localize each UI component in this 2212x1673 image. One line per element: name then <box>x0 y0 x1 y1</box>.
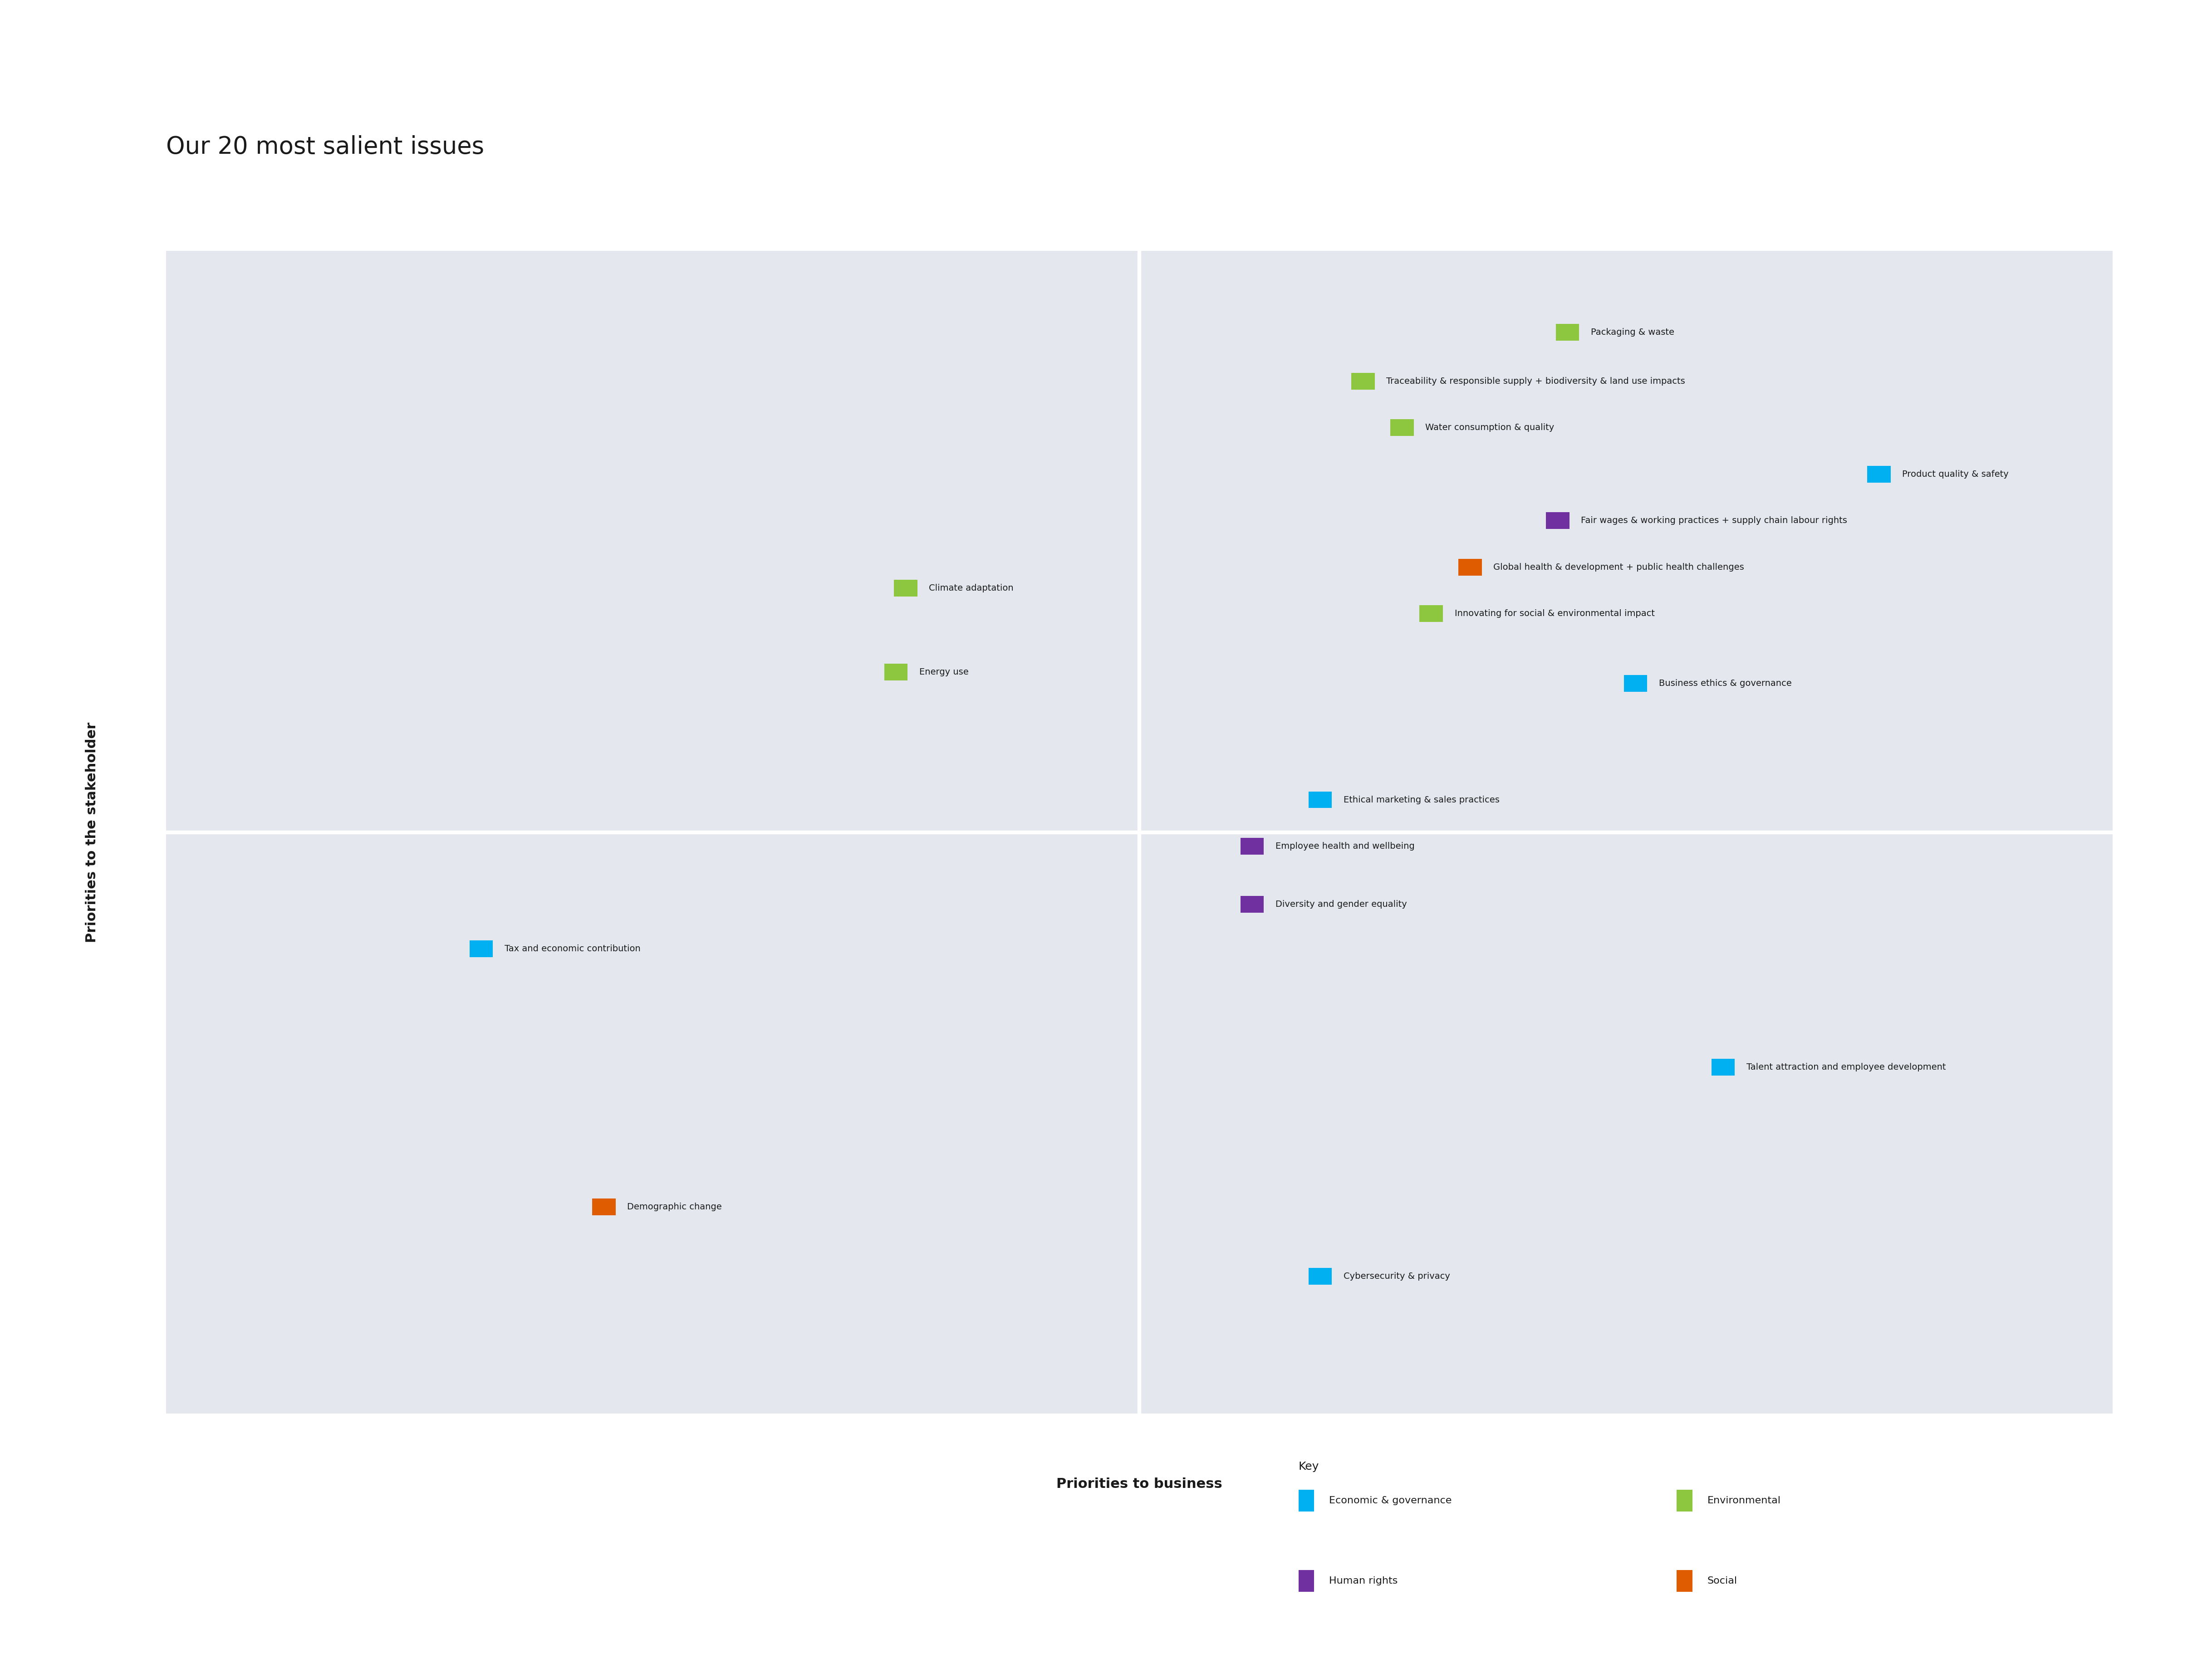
Text: Key: Key <box>1298 1461 1318 1472</box>
Text: Diversity and gender equality: Diversity and gender equality <box>1276 900 1407 908</box>
Text: Traceability & responsible supply + biodiversity & land use impacts: Traceability & responsible supply + biod… <box>1387 376 1686 385</box>
Bar <box>1310 791 1332 808</box>
Bar <box>593 1198 615 1215</box>
Text: Priorities to business: Priorities to business <box>1055 1477 1223 1491</box>
Bar <box>1420 606 1442 622</box>
Text: Product quality & safety: Product quality & safety <box>1902 470 2008 478</box>
Text: Economic & governance: Economic & governance <box>1329 1496 1451 1506</box>
Text: Fair wages & working practices + supply chain labour rights: Fair wages & working practices + supply … <box>1582 517 1847 525</box>
Text: Environmental: Environmental <box>1708 1496 1781 1506</box>
Text: Talent attraction and employee development: Talent attraction and employee developme… <box>1747 1062 1947 1071</box>
Text: Ethical marketing & sales practices: Ethical marketing & sales practices <box>1343 795 1500 805</box>
Bar <box>1624 676 1648 693</box>
Bar <box>1555 325 1579 341</box>
Bar <box>1391 420 1413 437</box>
Bar <box>1310 1268 1332 1285</box>
Bar <box>1458 559 1482 576</box>
Bar <box>1352 373 1374 390</box>
Text: Climate adaptation: Climate adaptation <box>929 584 1013 592</box>
Text: Water consumption & quality: Water consumption & quality <box>1425 423 1555 432</box>
Bar <box>1241 838 1263 855</box>
Text: Business ethics & governance: Business ethics & governance <box>1659 679 1792 688</box>
Text: Employee health and wellbeing: Employee health and wellbeing <box>1276 842 1416 850</box>
Bar <box>894 581 918 597</box>
Bar <box>1867 465 1891 482</box>
Bar <box>469 940 493 957</box>
Text: Human rights: Human rights <box>1329 1576 1398 1586</box>
Bar <box>885 664 907 681</box>
Text: Social: Social <box>1708 1576 1736 1586</box>
Text: Packaging & waste: Packaging & waste <box>1590 328 1674 336</box>
Bar <box>1712 1059 1734 1076</box>
Text: Tax and economic contribution: Tax and economic contribution <box>504 944 641 954</box>
Bar <box>1241 897 1263 913</box>
Text: Demographic change: Demographic change <box>628 1203 721 1211</box>
Text: Global health & development + public health challenges: Global health & development + public hea… <box>1493 562 1745 572</box>
Bar <box>1546 512 1568 529</box>
Text: Priorities to the stakeholder: Priorities to the stakeholder <box>86 723 100 942</box>
Text: Our 20 most salient issues: Our 20 most salient issues <box>166 136 484 159</box>
Text: Innovating for social & environmental impact: Innovating for social & environmental im… <box>1455 609 1655 617</box>
Text: Cybersecurity & privacy: Cybersecurity & privacy <box>1343 1271 1451 1282</box>
Text: Energy use: Energy use <box>920 668 969 676</box>
